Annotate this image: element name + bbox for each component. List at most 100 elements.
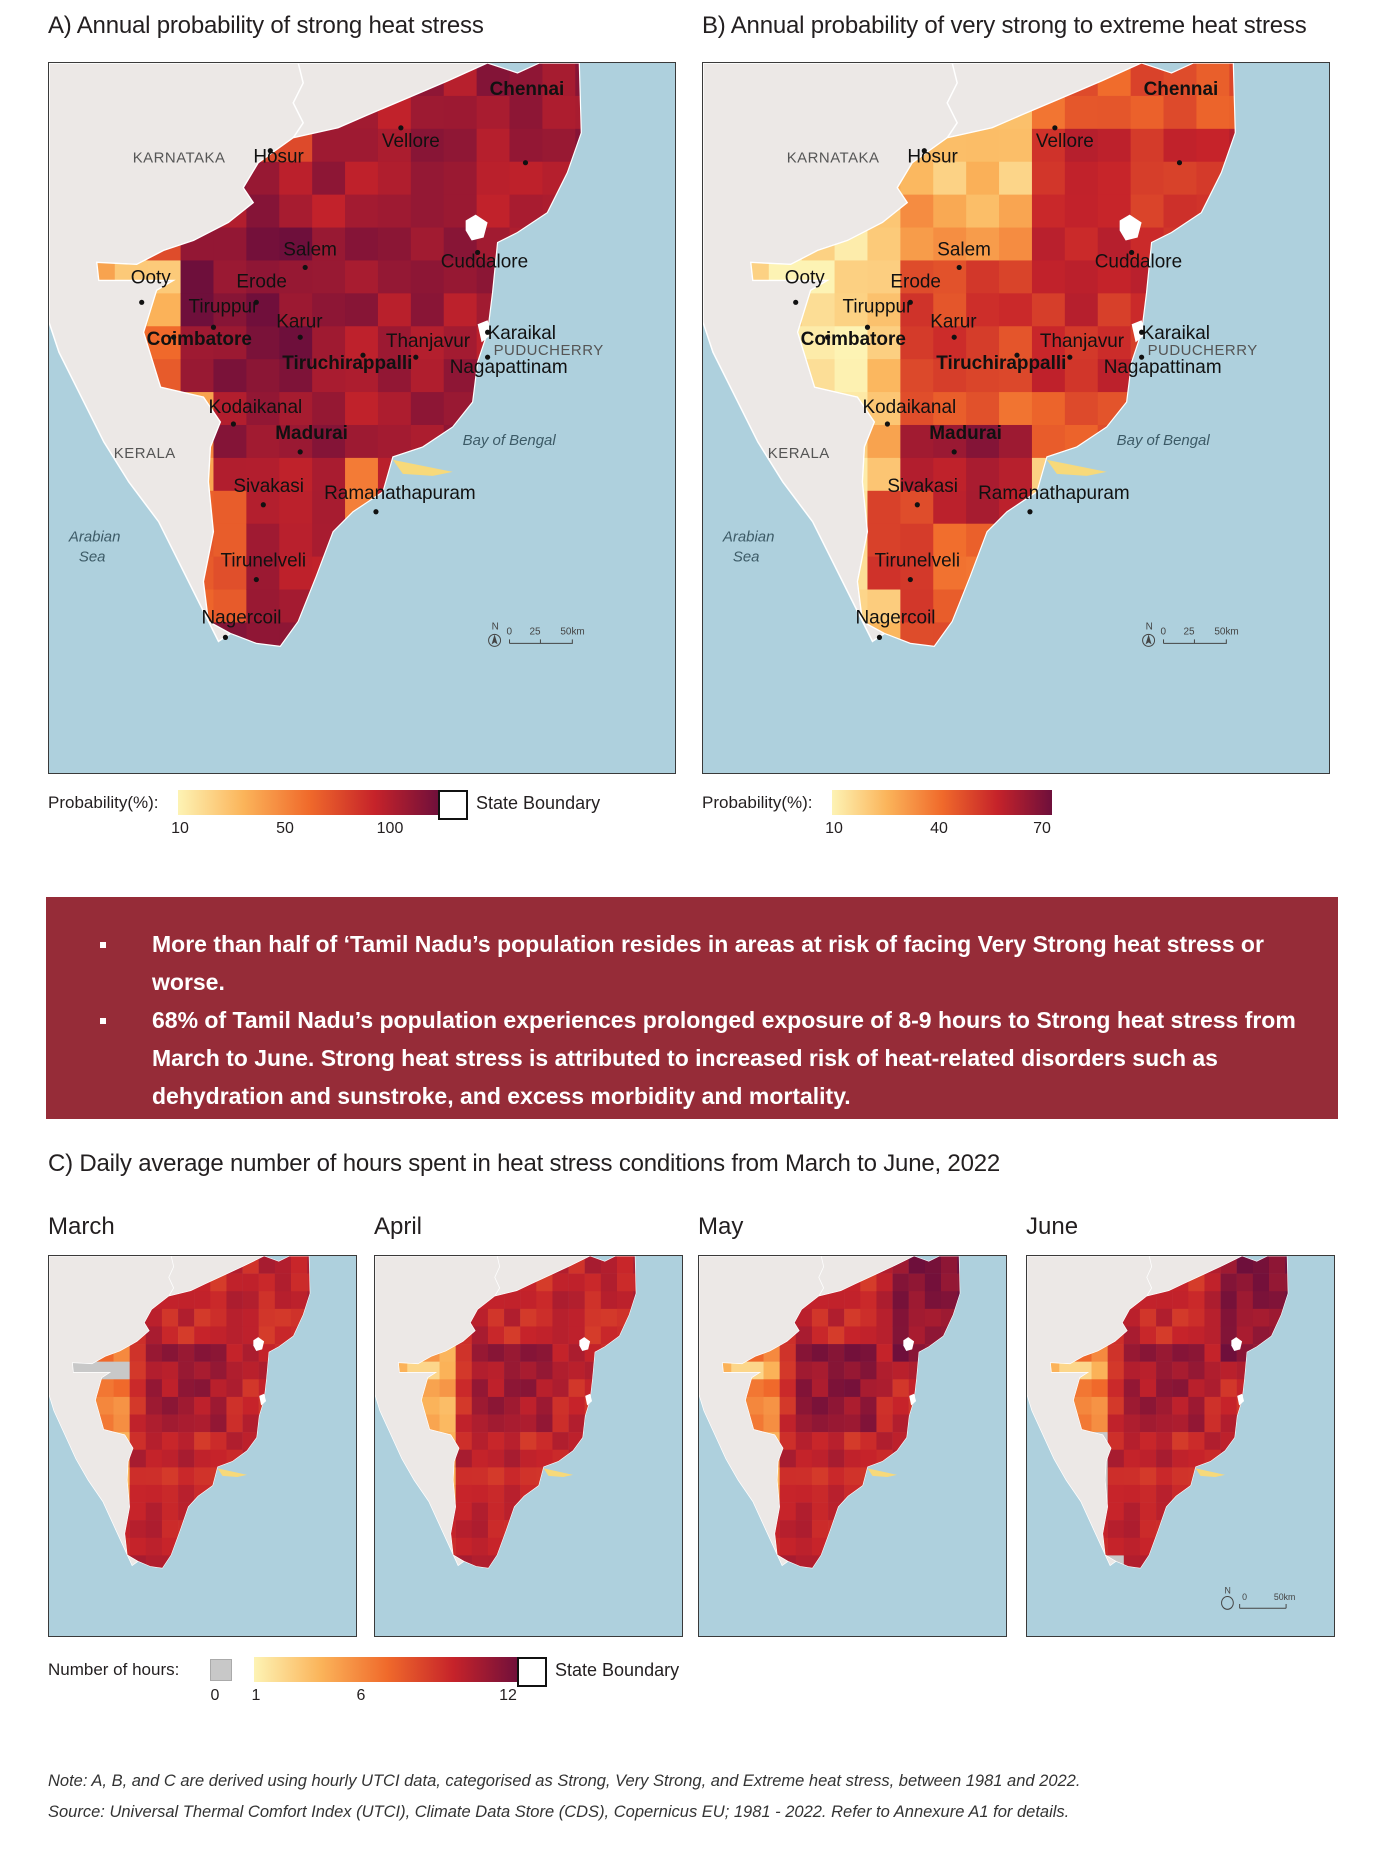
grid-cell [616,1467,634,1486]
grid-cell [568,1308,585,1327]
grid-cell [49,1432,65,1450]
grid-cell [72,1502,82,1521]
grid-cell [641,458,674,491]
grid-cell [1059,1608,1075,1626]
city-label: Nagapattinam [450,357,568,378]
scale-label: 0 [507,626,513,637]
grid-cell [410,589,445,623]
grid-cell [411,721,444,754]
grid-cell [1220,1467,1237,1486]
grid-cell [1285,1432,1289,1451]
grid-cell [1220,1308,1237,1327]
state-label: KARNATAKA [787,150,880,167]
grid-cell [600,1344,618,1362]
grid-cell [96,457,116,492]
grid-cell [509,589,543,623]
grid-cell [715,1591,731,1609]
grid-cell [178,1361,195,1380]
grid-cell [1268,1344,1286,1362]
grid-cell [924,1361,942,1380]
grid-cell [510,721,543,754]
grid-cell [674,655,675,688]
grid-cell [828,1608,844,1626]
grid-cell [443,260,478,294]
grid-cell [999,260,1033,294]
grid-cell [1156,1537,1173,1556]
city-label: Hosur [253,147,304,168]
grid-cell [148,754,181,773]
grid-cell [213,523,247,558]
grid-cell [49,491,82,524]
grid-cell [210,1449,227,1468]
grid-cell [1252,1520,1270,1539]
grid-cell [398,1555,408,1569]
grid-cell [542,63,576,97]
grid-cell [476,589,511,623]
grid-cell [279,392,313,426]
grid-cell [552,1326,569,1345]
grid-cell [520,1537,537,1556]
grid-cell [339,1415,355,1433]
grid-cell [1092,1591,1108,1609]
grid-cell [1285,1537,1289,1556]
legend-c-zero-swatch [210,1659,232,1681]
grid-cell [1252,1273,1270,1292]
grid-cell [1124,1626,1140,1636]
grid-cell [410,359,445,393]
grid-cell [1123,1379,1141,1398]
grid-cell [1091,1414,1108,1433]
grid-cell [307,1484,311,1503]
grid-cell [552,1273,569,1292]
grid-cell [1172,1291,1189,1310]
city-dot [210,324,217,330]
grid-cell [510,754,543,773]
grid-cell [455,1502,473,1521]
grid-cell [194,1537,211,1556]
grid-cell [113,1361,130,1380]
grid-cell [768,622,803,647]
grid-cell [487,1379,505,1398]
grid-cell [1295,622,1328,655]
tamil-nadu-outline [96,63,582,647]
grid-cell [1075,1379,1092,1398]
city-label: Sivakasi [233,476,304,497]
grid-cell [246,260,280,294]
grid-cell [49,590,82,623]
grid-cell [242,1414,259,1433]
grid-cell [1031,359,1066,393]
grid-cell [552,1308,569,1327]
grid-cell [876,1291,893,1310]
grid-cell [1317,1555,1333,1573]
grid-cell [520,1379,537,1398]
grid-cell [908,1379,926,1398]
grid-cell [1204,1573,1220,1591]
grid-cell [1156,1432,1173,1451]
city-label: Tiruchirappalli [282,353,412,374]
grid-cell [145,1432,163,1451]
grid-cell [876,1308,893,1327]
grid-cell [536,1573,552,1591]
grid-cell [584,1326,602,1345]
grid-cell [129,1344,147,1362]
grid-cell [908,1291,926,1310]
grid-cell [226,1344,243,1362]
grid-cell [633,1361,637,1380]
grid-cell [1252,1555,1270,1569]
grid-cell [487,1502,505,1521]
grid-cell [65,1573,81,1591]
grid-cell [1229,589,1236,623]
grid-cell [1229,63,1236,97]
grid-cell [811,1467,829,1486]
grid-cell [957,1396,961,1415]
grid-cell [892,1361,909,1380]
grid-cell [161,1361,179,1380]
grid-cell [194,1379,211,1398]
grid-cell [1027,1485,1043,1503]
grid-cell [210,1626,226,1636]
grid-cell [246,721,279,754]
grid-cell [307,1626,323,1636]
grid-cell [617,1626,633,1636]
grid-cell [892,1396,909,1415]
grid-cell [1188,1537,1205,1556]
grid-cell [828,1308,845,1327]
